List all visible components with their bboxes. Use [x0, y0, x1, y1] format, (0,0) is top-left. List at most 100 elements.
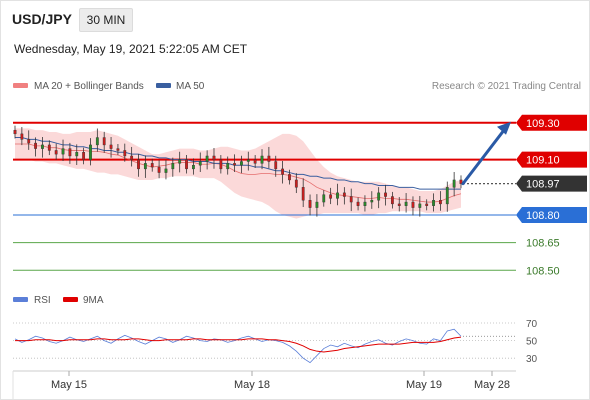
rsi-legend-label: RSI — [34, 295, 51, 306]
candle-down — [185, 159, 188, 170]
level-label-108.80: 108.80 — [526, 210, 560, 222]
candle-down — [281, 168, 284, 175]
candle-up — [198, 161, 202, 166]
level-label-108.50: 108.50 — [526, 265, 560, 277]
candle-up — [61, 148, 65, 155]
timestamp: Wednesday, May 19, 2021 5:22:05 AM CET — [14, 42, 248, 56]
candle-up — [226, 163, 230, 170]
candle-up — [445, 187, 449, 205]
candle-down — [308, 200, 312, 208]
candle-down — [27, 139, 31, 144]
candle-up — [41, 144, 44, 149]
level-tag-109.10 — [516, 151, 587, 168]
candle-down — [150, 163, 154, 168]
candle-down — [130, 155, 134, 160]
candle-up — [143, 163, 147, 170]
rsi-tick-label-30: 30 — [526, 354, 538, 365]
candle-down — [390, 196, 394, 205]
level-tag-108.97 — [516, 175, 587, 192]
candle-up — [191, 164, 195, 170]
bollinger-band-area — [15, 128, 461, 219]
candle-down — [157, 166, 161, 173]
candle-down — [301, 187, 305, 201]
copyright-text: Research © 2021 Trading Central — [431, 81, 581, 92]
x-axis-label-may-19: May 19 — [406, 379, 442, 391]
candle-down — [102, 137, 106, 146]
candle-up — [240, 161, 243, 166]
x-axis-label-may-18: May 18 — [234, 379, 270, 391]
candle-down — [109, 144, 113, 149]
level-tag-109.30 — [516, 114, 587, 131]
candle-down — [329, 194, 333, 199]
candle-up — [178, 159, 182, 164]
candle-up — [404, 201, 408, 206]
candle-down — [411, 201, 415, 208]
rsi-line — [14, 328, 462, 364]
level-tag-108.80 — [516, 206, 587, 223]
candle-down — [294, 179, 298, 188]
bollinger-legend-swatch — [13, 83, 28, 88]
ma50-legend-swatch — [156, 83, 171, 88]
candle-down — [397, 203, 401, 206]
symbol-title: USD/JPY — [12, 11, 72, 27]
rsi-tick-label-70: 70 — [526, 319, 538, 330]
candle-down — [212, 155, 216, 160]
candle-down — [13, 129, 17, 135]
forecast-arrow-head — [497, 121, 511, 135]
candle-up — [322, 194, 326, 203]
rsi-ma-legend-label: 9MA — [83, 295, 104, 306]
candle-down — [82, 152, 86, 160]
candle-down — [233, 163, 236, 166]
level-label-109.30: 109.30 — [526, 118, 560, 130]
rsi-tick-label-50: 50 — [526, 337, 538, 348]
candle-down — [219, 159, 223, 170]
x-axis-label-may-15: May 15 — [51, 379, 87, 391]
rsi-ma-legend-swatch — [63, 297, 78, 302]
candle-up — [336, 192, 339, 199]
candle-up — [452, 179, 456, 188]
candle-up — [246, 159, 250, 162]
candle-up — [205, 155, 209, 162]
candle-down — [439, 200, 442, 205]
level-label-108.97: 108.97 — [526, 179, 560, 191]
candle-up — [75, 152, 79, 157]
candle-down — [47, 144, 51, 151]
timeframe-button[interactable]: 30 MIN — [79, 8, 133, 32]
candle-up — [418, 203, 422, 208]
candle-down — [20, 133, 24, 140]
candle-down — [68, 148, 72, 157]
candle-up — [363, 201, 367, 206]
bollinger-legend-label: MA 20 + Bollinger Bands — [34, 81, 144, 92]
candle-down — [253, 159, 257, 164]
rsi-legend-swatch — [13, 297, 28, 302]
rsi-ma-line — [15, 336, 462, 353]
candle-down — [342, 192, 346, 197]
candle-down — [425, 203, 429, 206]
candle-up — [370, 200, 374, 203]
candle-down — [349, 196, 353, 203]
candle-down — [116, 148, 120, 151]
ma50-legend-label: MA 50 — [176, 81, 205, 92]
candle-down — [54, 150, 58, 155]
level-label-108.65: 108.65 — [526, 238, 560, 250]
candle-up — [315, 201, 319, 208]
candle-up — [260, 155, 264, 164]
candle-up — [432, 200, 435, 206]
forecast-arrow-line — [461, 127, 507, 186]
candle-up — [377, 192, 381, 201]
candle-up — [171, 163, 175, 170]
candle-down — [267, 155, 271, 162]
x-axis-label-may-28: May 28 — [474, 379, 510, 391]
candle-up — [164, 168, 168, 173]
candle-down — [288, 174, 291, 181]
candle-up — [89, 144, 92, 160]
candle-up — [95, 137, 99, 146]
candle-down — [356, 201, 360, 206]
candle-down — [384, 192, 387, 197]
candle-down — [137, 159, 140, 170]
candle-down — [123, 150, 127, 157]
candle-down — [274, 161, 278, 170]
candle-down — [459, 179, 463, 184]
